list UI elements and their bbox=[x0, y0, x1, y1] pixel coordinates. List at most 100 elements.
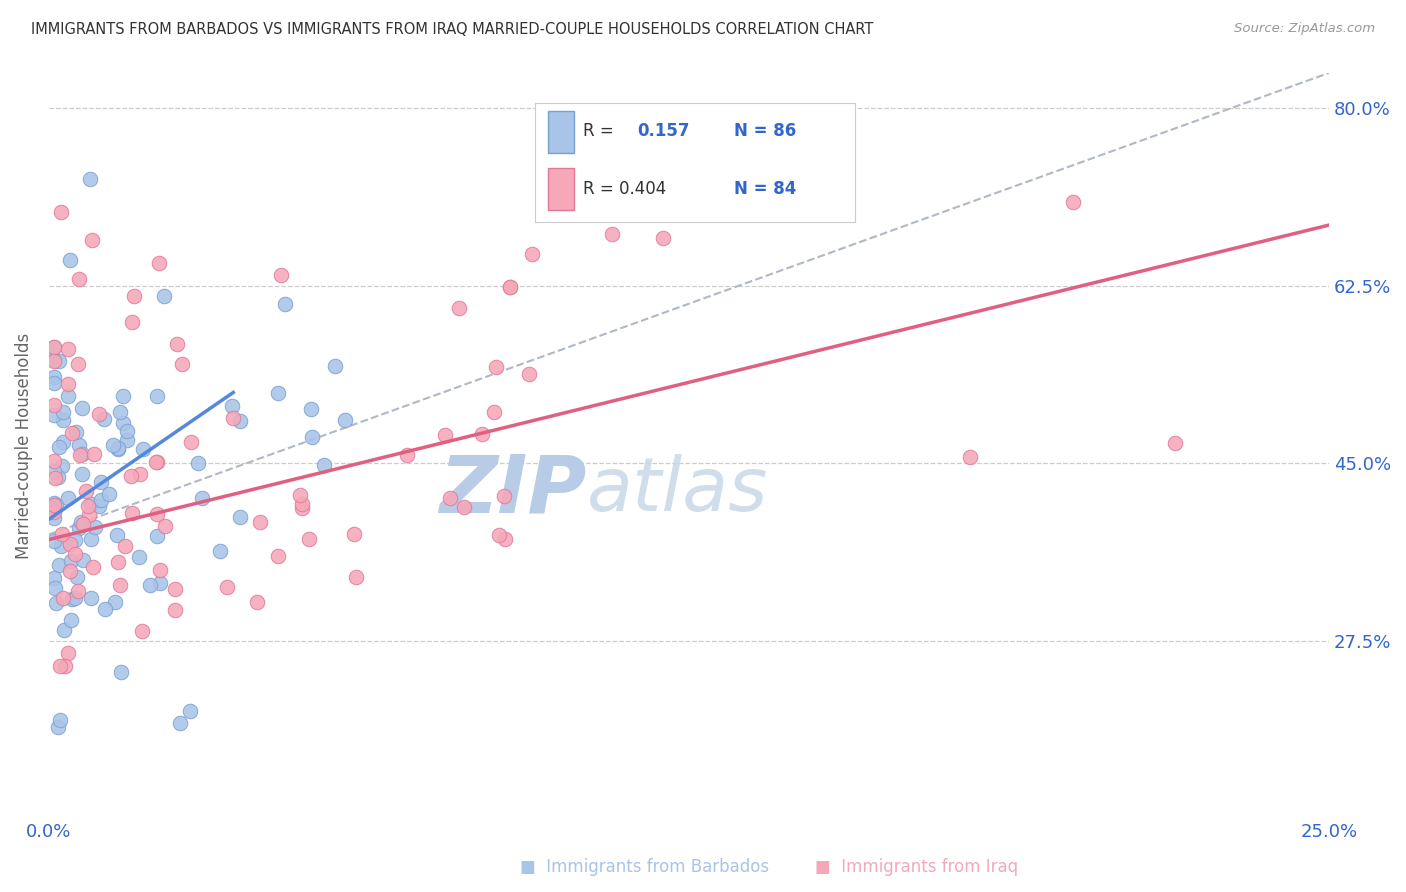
Point bbox=[56, 342, 79, 356]
Point bbox=[90, 492, 112, 507]
Point bbox=[139, 577, 162, 591]
Point bbox=[80, 533, 103, 547]
Point bbox=[494, 532, 516, 546]
Point bbox=[87, 407, 110, 421]
Point bbox=[146, 455, 169, 469]
Point bbox=[217, 580, 239, 594]
Point bbox=[172, 357, 194, 371]
Point bbox=[396, 448, 419, 462]
Point bbox=[42, 409, 65, 423]
Point bbox=[70, 401, 93, 415]
Point bbox=[56, 377, 79, 392]
Point bbox=[44, 581, 66, 595]
Y-axis label: Married-couple Households: Married-couple Households bbox=[15, 333, 32, 559]
Point bbox=[107, 442, 129, 456]
Point bbox=[70, 515, 93, 529]
Point bbox=[53, 659, 76, 673]
Point bbox=[105, 528, 128, 542]
Point bbox=[222, 410, 245, 425]
Point bbox=[42, 505, 65, 519]
Point bbox=[42, 464, 65, 478]
Point bbox=[121, 315, 143, 329]
Point bbox=[166, 337, 188, 351]
Point bbox=[191, 491, 214, 506]
Point bbox=[45, 596, 67, 610]
Point bbox=[44, 498, 66, 512]
Point bbox=[52, 591, 75, 605]
Point bbox=[67, 584, 90, 599]
Point bbox=[52, 623, 75, 637]
Point bbox=[42, 571, 65, 585]
Point bbox=[80, 591, 103, 605]
Point bbox=[1164, 436, 1187, 450]
Point bbox=[66, 357, 89, 371]
Point bbox=[439, 491, 461, 505]
Point bbox=[180, 435, 202, 450]
Point bbox=[652, 231, 675, 245]
Point bbox=[67, 272, 90, 286]
Point bbox=[153, 519, 176, 533]
Point bbox=[52, 413, 75, 427]
Point bbox=[49, 204, 72, 219]
Point bbox=[49, 714, 72, 728]
Point bbox=[323, 359, 346, 374]
Point bbox=[312, 458, 335, 473]
Point bbox=[179, 704, 201, 718]
Point bbox=[146, 388, 169, 402]
Point bbox=[267, 386, 290, 401]
Point bbox=[72, 553, 94, 567]
Point bbox=[48, 558, 70, 572]
Point bbox=[335, 413, 357, 427]
Point bbox=[83, 447, 105, 461]
Point bbox=[163, 602, 186, 616]
Point bbox=[149, 563, 172, 577]
Point bbox=[146, 507, 169, 521]
Point bbox=[59, 553, 82, 567]
Point bbox=[229, 414, 252, 428]
Point bbox=[44, 470, 66, 484]
Point bbox=[83, 519, 105, 533]
Point bbox=[79, 172, 101, 186]
Point bbox=[52, 435, 75, 450]
Point bbox=[90, 475, 112, 490]
Point bbox=[111, 389, 134, 403]
Point bbox=[806, 172, 828, 186]
Text: Source: ZipAtlas.com: Source: ZipAtlas.com bbox=[1234, 22, 1375, 36]
Text: ZIP: ZIP bbox=[439, 451, 586, 530]
Point bbox=[42, 376, 65, 390]
Point bbox=[63, 547, 86, 561]
Point bbox=[128, 467, 150, 482]
Point bbox=[209, 544, 232, 558]
Point bbox=[51, 459, 73, 474]
Point bbox=[499, 280, 522, 294]
Point bbox=[301, 430, 323, 444]
Point bbox=[82, 560, 104, 574]
Point bbox=[434, 427, 457, 442]
Point bbox=[77, 508, 100, 522]
Point bbox=[149, 576, 172, 591]
Point bbox=[288, 488, 311, 502]
Point bbox=[94, 602, 117, 616]
Point bbox=[471, 427, 494, 442]
Point bbox=[51, 526, 73, 541]
Point bbox=[249, 516, 271, 530]
Point bbox=[59, 613, 82, 627]
Point bbox=[87, 499, 110, 513]
Point bbox=[131, 624, 153, 639]
Point bbox=[63, 533, 86, 548]
Point bbox=[291, 501, 314, 516]
Point bbox=[1062, 194, 1084, 209]
Point bbox=[344, 570, 367, 584]
Point bbox=[115, 434, 138, 448]
Point bbox=[80, 233, 103, 247]
Point bbox=[56, 646, 79, 660]
Point bbox=[107, 555, 129, 569]
Point bbox=[59, 564, 82, 578]
Point bbox=[145, 455, 167, 469]
Point bbox=[499, 280, 522, 294]
Point bbox=[128, 549, 150, 564]
Point bbox=[59, 537, 82, 551]
Point bbox=[110, 404, 132, 418]
Point bbox=[58, 491, 80, 505]
Text: ■  Immigrants from Iraq: ■ Immigrants from Iraq bbox=[815, 858, 1018, 876]
